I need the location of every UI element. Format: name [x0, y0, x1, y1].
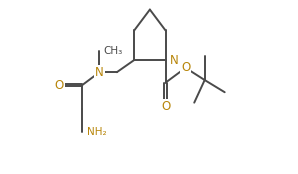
Text: O: O — [161, 100, 170, 113]
Text: CH₃: CH₃ — [103, 46, 122, 56]
Text: N: N — [95, 66, 104, 79]
Text: NH₂: NH₂ — [87, 127, 107, 137]
Text: N: N — [170, 54, 179, 66]
Text: O: O — [55, 79, 64, 92]
Text: O: O — [181, 61, 190, 74]
